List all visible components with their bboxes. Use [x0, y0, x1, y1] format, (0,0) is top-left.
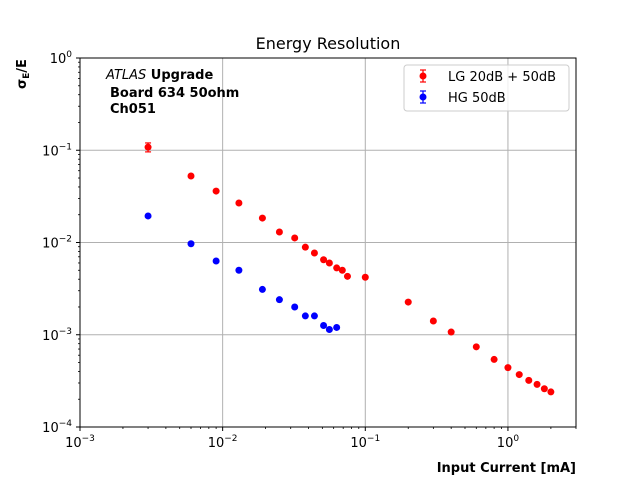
data-point — [275, 296, 283, 304]
legend-point — [419, 93, 427, 101]
legend-label-hg: HG 50dB — [448, 91, 506, 106]
y-tick-labels: 100 10−1 10−2 10−3 10−4 — [42, 50, 72, 436]
data-point — [515, 371, 523, 379]
plot-frame — [79, 57, 577, 428]
annotation-upgrade: Upgrade — [146, 68, 213, 83]
legend-entry-hg: HG 50dB — [419, 90, 506, 106]
legend-entry-lg: LG 20dB + 50dB — [419, 69, 556, 85]
data-point — [275, 228, 283, 236]
svg-text:σE/E: σE/E — [15, 59, 32, 89]
data-point — [547, 388, 555, 396]
data-point — [333, 264, 341, 272]
data-point — [325, 326, 333, 334]
data-point — [301, 243, 309, 251]
y-tick-label: 10−4 — [42, 419, 72, 436]
annotation-board: Board 634 50ohm — [110, 86, 239, 101]
grid-lines — [80, 58, 576, 427]
data-point — [258, 285, 266, 293]
data-point — [325, 259, 333, 267]
data-point — [338, 266, 346, 274]
data-point — [504, 364, 512, 372]
data-point — [320, 256, 328, 264]
minor-ticks — [76, 57, 577, 431]
data-point — [212, 187, 220, 195]
x-tick-label: 10−1 — [350, 434, 380, 451]
y-tick-label: 10−3 — [42, 327, 72, 344]
data-point — [490, 355, 498, 363]
x-tick-label: 10−2 — [208, 434, 238, 451]
x-tick-label: 100 — [497, 434, 520, 451]
data-point — [540, 385, 548, 393]
annotation-atlas: ATLAS — [105, 68, 146, 83]
annotation-channel: Ch051 — [110, 102, 156, 117]
legend-box — [403, 64, 570, 112]
y-axis-label-tail: /E — [15, 59, 30, 73]
series-0 — [144, 142, 555, 396]
y-tick-label: 10−2 — [42, 235, 72, 252]
legend-point — [419, 72, 427, 80]
data-point — [144, 143, 152, 151]
svg-text:ATLAS Upgrade: ATLAS Upgrade — [105, 68, 213, 83]
data-point — [429, 317, 437, 325]
data-point — [447, 328, 455, 336]
data-point — [320, 321, 328, 329]
data-point — [533, 380, 541, 388]
data-point — [187, 240, 195, 248]
series-layer — [144, 142, 555, 396]
y-tick-label: 100 — [50, 50, 73, 67]
x-axis-label: Input Current [mA] — [437, 461, 576, 476]
legend: LG 20dB + 50dB HG 50dB — [403, 64, 570, 112]
data-point — [235, 199, 243, 207]
legend-marker-hg — [419, 90, 427, 104]
legend-marker-lg — [419, 69, 427, 83]
data-point — [361, 273, 369, 281]
data-point — [144, 212, 152, 220]
data-point — [212, 257, 220, 265]
data-point — [187, 172, 195, 180]
data-point — [343, 272, 351, 280]
y-axis-label: σE/E — [15, 59, 32, 89]
data-point — [404, 298, 412, 306]
data-point — [472, 343, 480, 351]
atlas-annotation: ATLAS Upgrade Board 634 50ohm Ch051 — [105, 68, 239, 117]
data-point — [301, 312, 309, 320]
y-tick-label: 10−1 — [42, 142, 72, 159]
data-point — [258, 214, 266, 222]
data-point — [333, 323, 341, 331]
data-point — [235, 266, 243, 274]
data-point — [291, 234, 299, 242]
legend-label-lg: LG 20dB + 50dB — [448, 70, 556, 85]
series-1 — [144, 212, 341, 334]
y-axis-label-sigma: σ — [15, 79, 30, 89]
chart-title: Energy Resolution — [256, 34, 401, 53]
data-point — [525, 376, 533, 384]
y-axis-label-subscript: E — [22, 73, 32, 79]
data-point — [310, 312, 318, 320]
data-point — [310, 249, 318, 257]
data-point — [291, 303, 299, 311]
x-tick-label: 10−3 — [65, 434, 95, 451]
x-tick-labels: 10−3 10−2 10−1 100 — [65, 434, 519, 451]
